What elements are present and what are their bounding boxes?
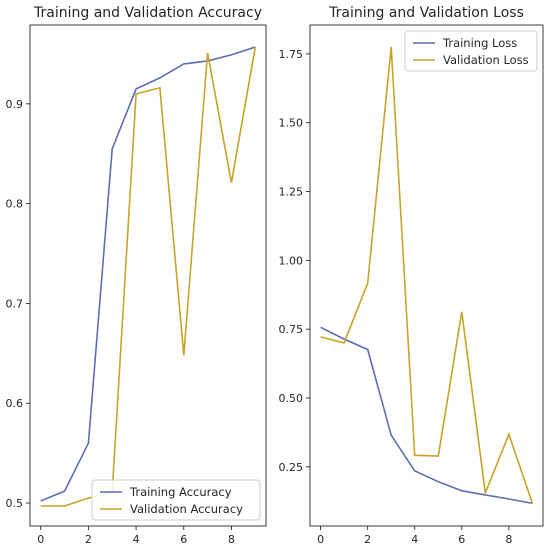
x-tick-label: 6 — [458, 533, 465, 546]
legend-label: Validation Accuracy — [130, 502, 243, 516]
y-tick-label: 0.7 — [6, 297, 24, 310]
legend-label: Training Loss — [442, 36, 517, 50]
x-tick-label: 4 — [411, 533, 418, 546]
x-tick-label: 2 — [85, 533, 92, 546]
x-tick-label: 6 — [180, 533, 187, 546]
y-tick-label: 0.9 — [6, 98, 24, 111]
chart-panel-2: Training and Validation Loss 0 2 4 6 8 0.25 0.5… — [279, 5, 544, 546]
legend-label: Validation Loss — [443, 53, 529, 67]
series-line-validation — [320, 46, 534, 504]
series-line-training — [40, 46, 256, 502]
chart-title: Training and Validation Loss — [328, 5, 524, 21]
x-tick-label: 8 — [505, 533, 512, 546]
y-tick-label: 0.5 — [6, 497, 24, 510]
y-tick-label: 0.6 — [6, 397, 24, 410]
chart-title: Training and Validation Accuracy — [33, 5, 262, 21]
y-tick-label: 0.25 — [279, 461, 304, 474]
legend: Training Accuracy Validation Accuracy — [91, 479, 261, 521]
x-tick-label: 2 — [364, 533, 371, 546]
x-tick-label: 0 — [37, 533, 44, 546]
y-tick-label: 1.50 — [279, 117, 304, 130]
x-tick-label: 4 — [133, 533, 140, 546]
chart-panel-1: Training and Validation Accuracy 0 2 4 6 8 0.5… — [6, 5, 267, 546]
y-tick-label: 0.8 — [6, 198, 24, 211]
y-tick-label: 0.75 — [279, 323, 304, 336]
legend-label: Training Accuracy — [129, 485, 232, 499]
legend: Training Loss Validation Loss — [404, 30, 538, 72]
y-tick-label: 1.75 — [279, 48, 304, 61]
legend-box — [404, 30, 538, 72]
y-tick-label: 0.50 — [279, 392, 304, 405]
x-tick-label: 0 — [317, 533, 324, 546]
series-line-training — [320, 326, 533, 505]
plot-frame — [309, 24, 544, 527]
x-tick-label: 8 — [228, 533, 235, 546]
legend-box — [91, 479, 261, 521]
series-line-validation — [40, 46, 257, 507]
y-tick-label: 1.25 — [279, 186, 304, 199]
plot-frame — [29, 24, 267, 527]
y-tick-label: 1.00 — [279, 254, 304, 267]
